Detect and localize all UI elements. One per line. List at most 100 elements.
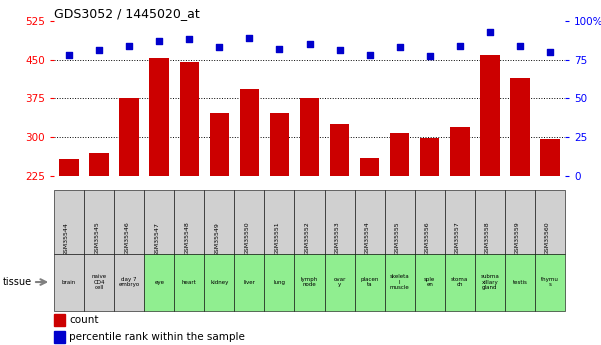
Bar xyxy=(300,98,319,176)
Text: count: count xyxy=(69,315,99,325)
Bar xyxy=(385,254,415,310)
Bar xyxy=(535,254,565,310)
Text: GDS3052 / 1445020_at: GDS3052 / 1445020_at xyxy=(54,7,200,20)
Point xyxy=(425,54,435,59)
Text: day 7
embryо: day 7 embryо xyxy=(118,277,140,287)
Text: percentile rank within the sample: percentile rank within the sample xyxy=(69,333,245,342)
Text: brain: brain xyxy=(62,279,76,285)
Text: skeleta
l
muscle: skeleta l muscle xyxy=(390,274,409,290)
Bar xyxy=(415,190,445,254)
Text: stoma
ch: stoma ch xyxy=(451,277,468,287)
Text: GSM35553: GSM35553 xyxy=(335,221,340,255)
Bar xyxy=(84,254,114,310)
Text: liver: liver xyxy=(243,279,255,285)
Text: GSM35559: GSM35559 xyxy=(515,221,520,255)
Text: kidney: kidney xyxy=(210,279,228,285)
Text: placen
ta: placen ta xyxy=(361,277,379,287)
Text: GSM35557: GSM35557 xyxy=(455,221,460,255)
Text: GSM35547: GSM35547 xyxy=(154,221,159,256)
Bar xyxy=(510,78,529,176)
Point xyxy=(545,49,555,55)
Bar xyxy=(330,124,349,176)
Bar xyxy=(234,254,264,310)
Bar xyxy=(240,89,259,176)
Bar xyxy=(54,314,65,326)
Text: GSM35551: GSM35551 xyxy=(275,221,279,255)
Bar xyxy=(264,190,294,254)
Text: heart: heart xyxy=(182,279,197,285)
Bar xyxy=(355,190,385,254)
Bar xyxy=(385,190,415,254)
Bar xyxy=(325,254,355,310)
Bar xyxy=(144,254,174,310)
Point xyxy=(485,29,495,34)
Text: GSM35544: GSM35544 xyxy=(64,221,69,256)
Point xyxy=(395,45,404,50)
Bar xyxy=(114,254,144,310)
Text: lymph
node: lymph node xyxy=(301,277,318,287)
Bar xyxy=(480,55,499,176)
Text: eye: eye xyxy=(154,279,164,285)
Bar xyxy=(210,113,229,176)
Point xyxy=(94,48,104,53)
Bar xyxy=(120,98,139,176)
Bar xyxy=(445,254,475,310)
Point xyxy=(335,48,344,53)
Text: ovar
y: ovar y xyxy=(334,277,346,287)
Bar xyxy=(174,254,204,310)
Point xyxy=(64,52,74,58)
Text: GSM35548: GSM35548 xyxy=(185,221,189,255)
Text: GSM35556: GSM35556 xyxy=(425,221,430,255)
Text: GSM35546: GSM35546 xyxy=(124,221,129,255)
Bar xyxy=(415,254,445,310)
Bar xyxy=(505,190,535,254)
Text: subma
xillary
gland: subma xillary gland xyxy=(480,274,499,290)
Bar xyxy=(390,133,409,176)
Bar xyxy=(180,62,199,176)
Bar xyxy=(355,254,385,310)
Bar xyxy=(204,190,234,254)
Text: sple
en: sple en xyxy=(424,277,435,287)
Bar xyxy=(270,113,289,176)
Bar xyxy=(84,190,114,254)
Bar xyxy=(234,190,264,254)
Text: GSM35558: GSM35558 xyxy=(485,221,490,255)
Text: thymu
s: thymu s xyxy=(541,277,559,287)
Bar xyxy=(59,159,79,176)
Text: GSM35555: GSM35555 xyxy=(395,221,400,255)
Bar xyxy=(535,190,565,254)
Text: GSM35550: GSM35550 xyxy=(245,221,249,255)
Point xyxy=(305,41,314,47)
Bar xyxy=(540,139,560,176)
Text: testis: testis xyxy=(513,279,527,285)
Text: GSM35552: GSM35552 xyxy=(305,221,310,255)
Bar xyxy=(475,254,505,310)
Text: GSM35549: GSM35549 xyxy=(215,221,219,256)
Bar xyxy=(360,158,379,176)
Bar xyxy=(450,127,469,176)
Point xyxy=(124,43,134,48)
Point xyxy=(245,35,254,41)
Point xyxy=(515,43,525,48)
Point xyxy=(154,38,164,44)
Bar xyxy=(294,254,325,310)
Bar xyxy=(90,152,109,176)
Bar xyxy=(505,254,535,310)
Point xyxy=(365,52,374,58)
Bar xyxy=(150,58,169,176)
Bar xyxy=(54,190,84,254)
Bar xyxy=(264,254,294,310)
Text: GSM35545: GSM35545 xyxy=(94,221,99,255)
Text: tissue: tissue xyxy=(3,277,32,287)
Bar xyxy=(204,254,234,310)
Bar xyxy=(114,190,144,254)
Bar xyxy=(294,190,325,254)
Bar xyxy=(325,190,355,254)
Bar xyxy=(144,190,174,254)
Point xyxy=(275,46,284,51)
Text: GSM35560: GSM35560 xyxy=(545,221,550,255)
Bar xyxy=(445,190,475,254)
Text: GSM35554: GSM35554 xyxy=(365,221,370,255)
Point xyxy=(185,37,194,42)
Text: naive
CD4
cell: naive CD4 cell xyxy=(91,274,107,290)
